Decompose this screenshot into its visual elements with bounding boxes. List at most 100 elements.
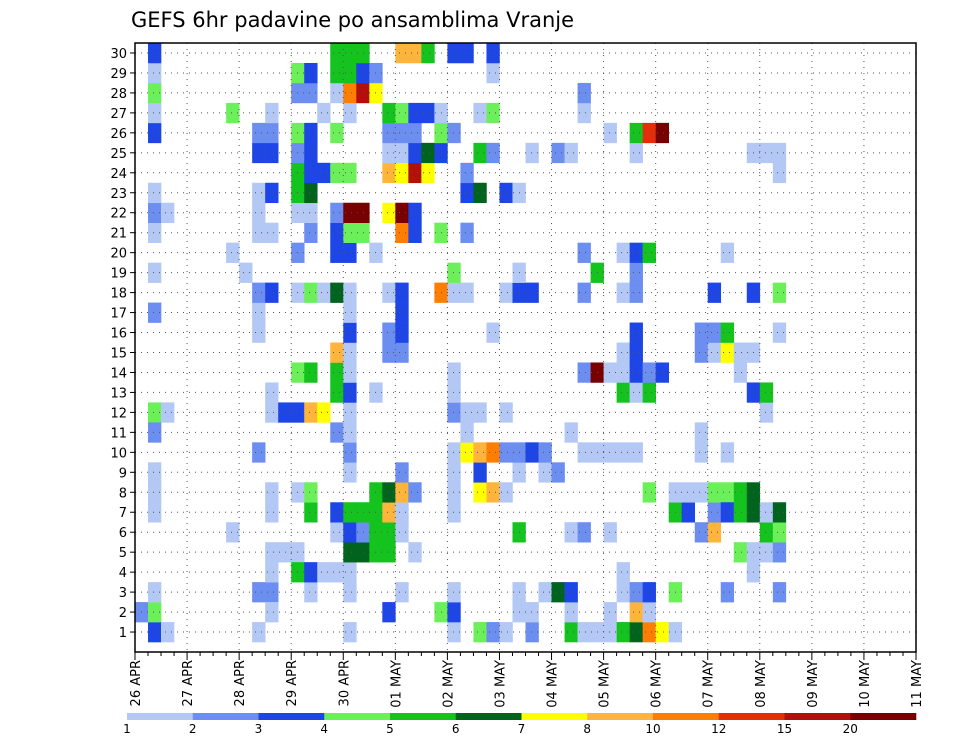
- heat-cell: [486, 62, 500, 84]
- heat-cell: [304, 482, 318, 503]
- colorbar-swatch: [127, 713, 194, 720]
- heat-cell: [681, 482, 696, 503]
- heat-cell: [720, 482, 735, 503]
- x-tick-label: 04 MAY: [546, 660, 561, 708]
- heat-cell: [642, 382, 656, 403]
- colorbar-swatch: [258, 713, 325, 720]
- heat-cell: [603, 122, 617, 144]
- heat-cell: [629, 242, 643, 263]
- heat-cell: [759, 542, 774, 563]
- colorbar-label: 6: [452, 722, 460, 736]
- heat-cell: [317, 102, 331, 124]
- colorbar-swatch: [850, 713, 917, 720]
- heat-cell: [343, 502, 357, 523]
- heat-cell: [148, 622, 162, 643]
- heat-cell: [421, 102, 435, 124]
- heat-cell: [603, 442, 617, 463]
- heat-cell: [447, 262, 461, 283]
- heat-cell: [759, 402, 774, 423]
- heat-cell: [447, 582, 461, 603]
- heat-cell: [629, 282, 643, 303]
- heat-cell: [629, 382, 643, 403]
- heat-cell: [681, 502, 696, 523]
- heat-cell: [356, 502, 370, 523]
- heat-cell: [317, 562, 331, 583]
- heat-cell: [447, 442, 461, 463]
- heat-cell: [343, 282, 357, 303]
- heat-cell: [473, 482, 487, 503]
- heat-cell: [395, 522, 409, 543]
- cells-layer: [135, 43, 787, 643]
- heat-cell: [525, 282, 539, 303]
- heat-cell: [694, 482, 709, 503]
- x-tick-label: 28 APR: [233, 660, 248, 706]
- x-tick-label: 06 MAY: [650, 660, 665, 708]
- x-tick-label: 01 MAY: [389, 660, 404, 708]
- heat-cell: [278, 542, 292, 563]
- heat-cell: [148, 482, 162, 503]
- y-tick-label: 17: [110, 307, 127, 322]
- x-tick-label: 08 MAY: [754, 660, 769, 708]
- heat-cell: [265, 222, 279, 243]
- heat-cell: [499, 442, 513, 463]
- heat-cell: [239, 262, 253, 283]
- heat-cell: [772, 502, 787, 523]
- y-tick-label: 7: [119, 506, 127, 521]
- heat-cell: [577, 282, 591, 303]
- colorbar-label: 7: [518, 722, 526, 736]
- colorbar-label: 2: [189, 722, 197, 736]
- y-tick-label: 19: [110, 267, 127, 282]
- heat-cell: [330, 282, 344, 303]
- heat-cell: [343, 102, 357, 124]
- heat-cell: [330, 342, 344, 363]
- heat-cell: [330, 382, 344, 403]
- colorbar-swatch: [587, 713, 654, 720]
- heat-cell: [525, 442, 539, 463]
- y-tick-label: 3: [119, 586, 127, 601]
- heat-cell: [772, 542, 787, 563]
- heat-cell: [252, 142, 266, 164]
- heat-cell: [694, 422, 709, 443]
- heat-cell: [382, 522, 396, 543]
- heat-cell: [343, 622, 357, 643]
- heat-cell: [538, 442, 552, 463]
- heat-cell: [395, 462, 409, 483]
- heat-cell: [382, 282, 396, 303]
- heat-cell: [447, 282, 461, 303]
- heat-cell: [330, 562, 344, 583]
- heat-cell: [408, 482, 422, 503]
- heat-cell: [356, 82, 370, 104]
- y-tick-label: 29: [110, 67, 127, 82]
- heat-cell: [772, 142, 787, 164]
- colorbar-swatch: [390, 713, 457, 720]
- heat-cell: [148, 582, 162, 603]
- heat-cell: [265, 562, 279, 583]
- colorbar-label: 4: [320, 722, 328, 736]
- heat-cell: [447, 122, 461, 144]
- heat-cell: [707, 482, 722, 503]
- heat-cell: [629, 262, 643, 283]
- heat-cell: [226, 522, 240, 543]
- heat-cell: [525, 142, 539, 164]
- heat-cell: [265, 122, 279, 144]
- heat-cell: [694, 442, 709, 463]
- heat-cell: [642, 242, 656, 263]
- heat-cell: [330, 522, 344, 543]
- heat-cell: [161, 202, 175, 224]
- x-tick-label: 26 APR: [129, 660, 144, 706]
- heat-cell: [278, 402, 292, 423]
- heat-cell: [473, 442, 487, 463]
- heat-cell: [252, 442, 266, 463]
- heat-cell: [252, 322, 266, 343]
- heat-cell: [382, 122, 396, 144]
- heat-cell: [772, 282, 787, 303]
- heat-cell: [265, 102, 279, 124]
- heat-cell: [252, 182, 266, 204]
- y-tick-label: 22: [110, 207, 127, 222]
- heat-cell: [343, 62, 357, 84]
- y-tick-label: 14: [110, 366, 127, 381]
- heat-cell: [421, 142, 435, 164]
- heat-cell: [304, 282, 318, 303]
- heat-cell: [759, 382, 774, 403]
- heat-cell: [161, 402, 175, 423]
